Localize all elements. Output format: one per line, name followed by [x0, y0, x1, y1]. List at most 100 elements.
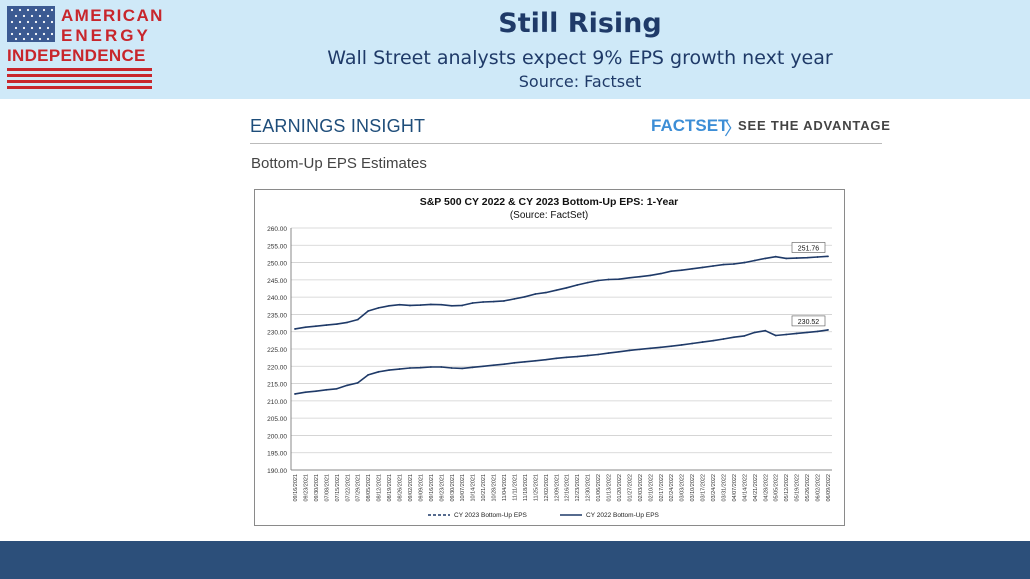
data-point [607, 278, 610, 281]
chevron-right-icon: 〉 [724, 119, 742, 139]
data-point [450, 367, 453, 369]
data-point [482, 301, 485, 303]
data-point [785, 333, 788, 336]
x-tick-label: 08/26/2021 [398, 474, 404, 502]
data-point [743, 261, 746, 264]
data-point [816, 330, 819, 333]
data-point [827, 329, 829, 331]
data-point [398, 368, 401, 370]
x-tick-label: 12/30/2021 [586, 474, 592, 502]
y-axis-ticks: 260.00 255.00 250.00 245.00 240.00 235.00 230.… [267, 226, 287, 475]
y-tick-label: 195.00 [267, 451, 287, 458]
data-point [346, 321, 349, 324]
data-point [628, 349, 631, 352]
x-tick-label: 12/16/2021 [565, 474, 571, 502]
data-point [356, 381, 359, 384]
x-tick-label: 04/07/2022 [732, 474, 738, 502]
chart-subtitle: (Source: FactSet) [510, 210, 588, 221]
end-label-box [791, 242, 826, 253]
data-point [649, 347, 652, 350]
y-tick-label: 220.00 [267, 364, 287, 371]
data-point [513, 297, 516, 300]
data-point [691, 342, 694, 345]
x-tick-label: 10/21/2021 [481, 474, 487, 502]
data-point [638, 348, 641, 351]
data-point [712, 265, 714, 267]
data-point [377, 370, 380, 373]
section-title: Bottom-Up EPS Estimates [251, 155, 427, 172]
us-flag-icon [7, 6, 55, 42]
data-point [607, 352, 610, 355]
data-point [659, 272, 662, 275]
data-point [597, 279, 599, 282]
y-tick-label: 230.00 [267, 330, 287, 337]
data-point [722, 263, 725, 266]
x-tick-label: 11/04/2021 [502, 474, 508, 501]
y-tick-label: 225.00 [267, 347, 287, 354]
x-tick-label: 09/23/2021 [439, 474, 445, 502]
data-point [429, 303, 432, 306]
x-tick-label: 08/05/2021 [366, 474, 372, 502]
y-tick-label: 245.00 [267, 278, 287, 285]
series-line-0 [294, 255, 829, 330]
data-point [315, 390, 317, 393]
data-point [534, 293, 537, 295]
x-tick-label: 03/10/2022 [690, 474, 696, 502]
data-point [503, 300, 505, 302]
data-point [806, 331, 808, 334]
data-point [492, 364, 495, 367]
chart-grid [291, 227, 832, 471]
data-point [555, 289, 558, 292]
x-tick-label: 10/14/2021 [471, 474, 477, 502]
end-label-box [791, 315, 826, 327]
x-tick-label: 11/11/2021 [512, 474, 518, 501]
slide-source: Source: Factset [518, 72, 642, 91]
x-tick-label: 01/20/2022 [617, 474, 623, 502]
data-point [680, 343, 683, 346]
slide-title: Still Rising [498, 8, 662, 39]
x-tick-label: 07/22/2021 [345, 474, 351, 502]
x-tick-label: 09/30/2021 [314, 474, 320, 502]
data-point [743, 334, 746, 337]
data-point [576, 355, 579, 358]
x-tick-label: 02/24/2022 [669, 474, 675, 502]
data-point [670, 345, 673, 348]
x-tick-label: 12/23/2021 [575, 474, 581, 502]
data-point [722, 338, 725, 340]
data-point [565, 356, 568, 359]
data-point [774, 334, 777, 337]
data-point [764, 329, 767, 332]
data-point [409, 367, 411, 369]
data-point [471, 302, 474, 304]
data-point [335, 323, 338, 326]
x-tick-label: 04/14/2022 [742, 474, 748, 502]
end-value-label: 251.76 [798, 245, 820, 252]
data-point [492, 300, 495, 303]
x-tick-label: 05/12/2022 [784, 474, 790, 502]
x-tick-label: 06/09/2022 [826, 474, 832, 502]
data-point [597, 353, 599, 356]
chart-title: S&P 500 CY 2022 & CY 2023 Bottom-Up EPS:… [420, 196, 679, 208]
data-point [586, 281, 589, 284]
x-tick-label: 10/28/2021 [492, 474, 498, 502]
x-tick-label: 07/08/2021 [324, 474, 330, 502]
data-point [774, 255, 777, 258]
data-point [482, 365, 485, 368]
x-tick-label: 08/19/2021 [387, 474, 393, 502]
x-tick-label: 05/05/2022 [774, 474, 780, 502]
data-point [733, 263, 735, 265]
header-divider [250, 143, 882, 144]
x-tick-label: 09/16/2021 [429, 474, 435, 502]
data-point [398, 303, 401, 306]
y-tick-label: 210.00 [267, 399, 287, 406]
data-point [377, 306, 380, 309]
end-labels: 251.76 230.52 [791, 242, 826, 327]
data-point [544, 291, 547, 294]
x-tick-label: 02/03/2022 [638, 474, 644, 502]
factset-tagline: SEE THE ADVANTAGE [738, 118, 891, 133]
x-tick-label: 05/19/2022 [795, 474, 801, 502]
data-point [670, 270, 673, 273]
x-tick-label: 01/13/2022 [607, 474, 613, 502]
x-tick-label: 07/15/2021 [335, 474, 341, 502]
x-tick-label: 09/30/2021 [450, 474, 456, 502]
